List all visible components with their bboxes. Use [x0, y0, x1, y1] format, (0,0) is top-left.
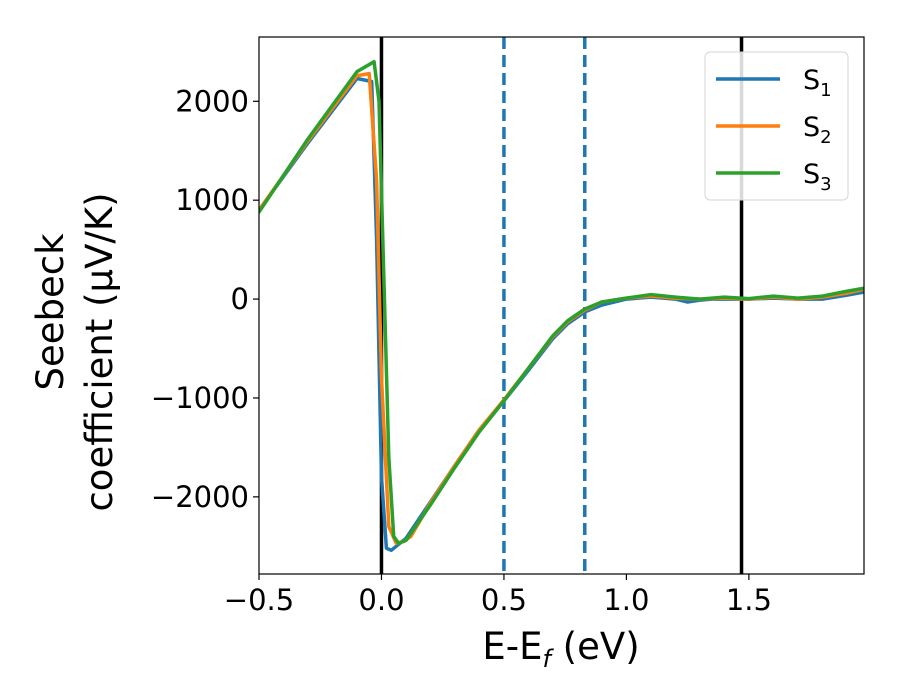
y-tick-label: −1000: [151, 381, 249, 415]
y-axis-title-line2: coefficient (μV/K): [78, 192, 121, 511]
legend-label-3: S3: [803, 159, 832, 195]
x-tick-label: 0.5: [481, 583, 527, 617]
x-axis-title: E-Ef (eV): [482, 625, 639, 673]
y-tick-label: 0: [231, 282, 249, 316]
y-axis-ticks: −2000 −1000 0 1000 2000: [151, 84, 259, 514]
y-tick-label: 1000: [175, 183, 249, 217]
y-axis-title-line1: Seebeck: [29, 233, 72, 391]
x-tick-label: 0.0: [358, 583, 404, 617]
x-tick-label: −0.5: [224, 583, 294, 617]
plot-frame: [258, 36, 865, 575]
x-tick-label: 1.0: [603, 583, 649, 617]
y-tick-label: 2000: [175, 84, 249, 118]
x-axis-title-main: E-E: [482, 625, 542, 668]
series-line-3: [259, 59, 864, 546]
legend-label-2: S2: [803, 112, 832, 148]
x-axis-title-unit: (eV): [551, 625, 640, 668]
series-lines: [259, 59, 864, 553]
y-tick-label: −2000: [151, 480, 249, 514]
legend-label-1: S1: [803, 65, 832, 101]
legend: S1 S2 S3: [704, 51, 849, 201]
x-tick-label: 1.5: [726, 583, 772, 617]
x-axis-ticks: −0.5 0.0 0.5 1.0 1.5: [224, 574, 772, 617]
